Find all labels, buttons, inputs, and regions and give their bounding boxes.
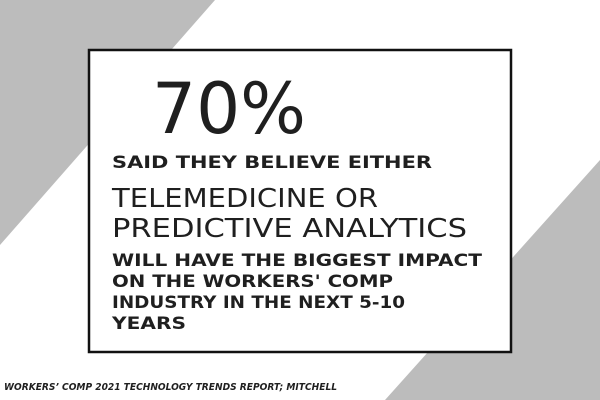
conclusion-line: INDUSTRY IN THE NEXT 5-10 [112, 293, 405, 313]
highlight-line: TELEMEDICINE OR [111, 184, 378, 214]
conclusion-line: ON THE WORKERS' COMP [112, 272, 393, 292]
headline: 70% [152, 68, 306, 150]
conclusion-line: WILL HAVE THE BIGGEST IMPACT [112, 251, 482, 271]
highlight-line: PREDICTIVE ANALYTICS [112, 214, 467, 244]
frame [87, 48, 513, 354]
conclusion-line: YEARS [111, 314, 186, 334]
intro: SAID THEY BELIEVE EITHER [112, 153, 432, 173]
source: WORKERS’ COMP 2021 TECHNOLOGY TRENDS REP… [4, 382, 337, 393]
